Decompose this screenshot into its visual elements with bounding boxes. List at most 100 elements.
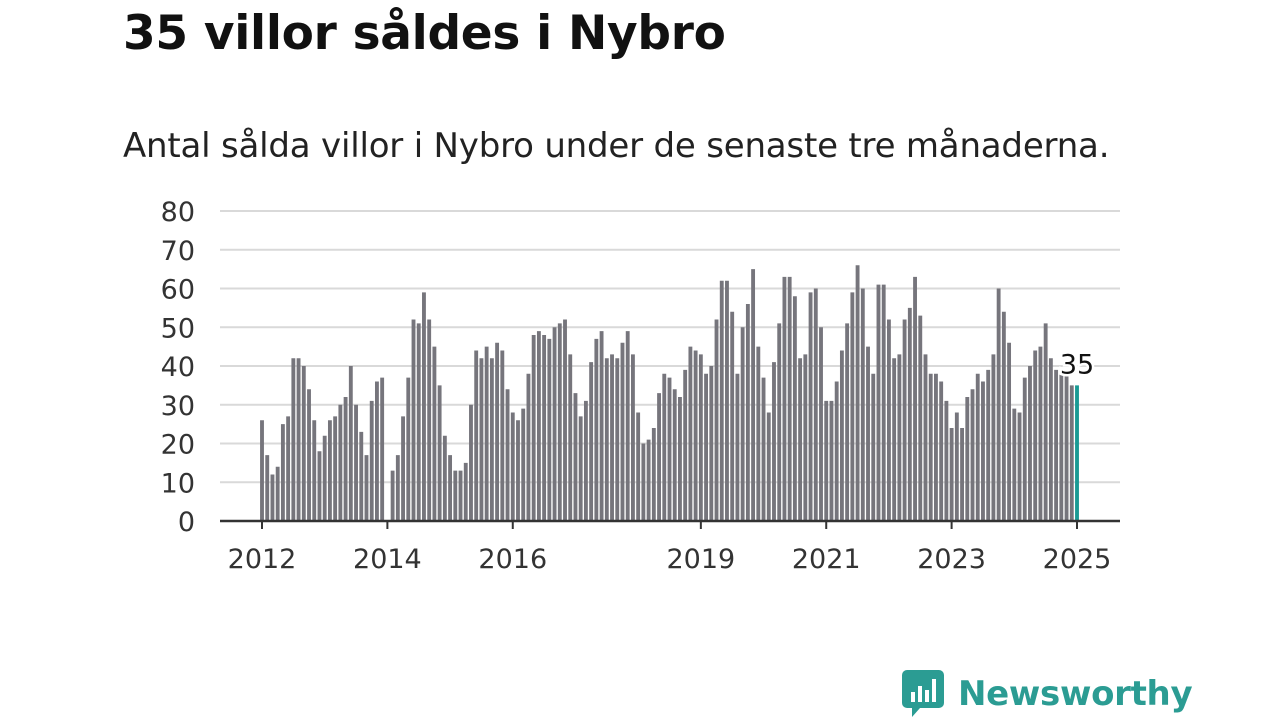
x-tick-label: 2023 bbox=[917, 544, 986, 575]
bar bbox=[954, 412, 959, 521]
bar bbox=[610, 354, 614, 521]
bar bbox=[913, 276, 917, 521]
bar bbox=[1007, 342, 1012, 521]
x-tick-label: 2025 bbox=[1043, 544, 1112, 575]
bar bbox=[1017, 412, 1022, 521]
bar bbox=[881, 284, 886, 521]
bar bbox=[1001, 311, 1006, 521]
bar bbox=[824, 400, 829, 521]
bar bbox=[458, 470, 463, 521]
bar bbox=[448, 455, 453, 521]
bar bbox=[928, 373, 933, 521]
bar bbox=[782, 276, 787, 521]
bar bbox=[505, 389, 510, 521]
bar bbox=[1043, 323, 1048, 521]
bar bbox=[798, 358, 803, 521]
bar bbox=[678, 397, 682, 521]
bar bbox=[845, 323, 850, 521]
bar bbox=[427, 319, 432, 521]
bar bbox=[301, 366, 306, 521]
bar bbox=[599, 331, 604, 521]
bar bbox=[965, 397, 970, 521]
y-tick-label: 30 bbox=[161, 391, 195, 422]
bar bbox=[390, 470, 395, 521]
bar bbox=[401, 416, 405, 521]
bar bbox=[1022, 377, 1027, 521]
bar bbox=[359, 431, 364, 521]
bar bbox=[850, 292, 855, 521]
bar bbox=[944, 400, 949, 521]
bar bbox=[651, 428, 656, 521]
bar bbox=[636, 412, 641, 521]
bar bbox=[620, 342, 625, 521]
bar bbox=[839, 350, 844, 521]
bar bbox=[714, 319, 719, 521]
y-tick-label: 70 bbox=[161, 236, 195, 267]
bar bbox=[484, 346, 489, 521]
y-tick-label: 0 bbox=[178, 507, 195, 538]
bar bbox=[719, 280, 724, 521]
y-tick-label: 60 bbox=[161, 275, 195, 306]
bar bbox=[918, 315, 923, 521]
bar bbox=[970, 389, 975, 521]
bar bbox=[369, 400, 374, 521]
bar bbox=[296, 358, 301, 521]
bar bbox=[453, 470, 458, 521]
bar bbox=[625, 331, 630, 521]
bar bbox=[354, 404, 358, 521]
bar bbox=[876, 284, 881, 521]
bar bbox=[557, 323, 562, 521]
bar bbox=[521, 408, 526, 521]
bar bbox=[630, 354, 635, 521]
bar bbox=[641, 443, 646, 521]
bar bbox=[813, 288, 818, 521]
bar bbox=[348, 366, 353, 521]
bar bbox=[740, 327, 745, 521]
bar bbox=[934, 373, 938, 521]
bar bbox=[829, 400, 834, 521]
bar bbox=[960, 428, 964, 521]
bar bbox=[725, 280, 729, 521]
newsworthy-brand: Newsworthy bbox=[902, 670, 1193, 718]
bar bbox=[897, 354, 902, 521]
bar bbox=[469, 404, 473, 521]
bar bbox=[526, 373, 531, 521]
bar bbox=[583, 400, 588, 521]
bar bbox=[552, 327, 557, 521]
bar bbox=[312, 420, 317, 521]
bar bbox=[902, 319, 907, 521]
bar bbox=[432, 346, 437, 521]
y-axis-ticks: 0 10 20 30 40 50 60 70 80 bbox=[161, 197, 195, 538]
bar bbox=[589, 362, 594, 521]
newsworthy-chart-bubble-icon bbox=[902, 670, 944, 717]
bar bbox=[1048, 358, 1053, 521]
bar bbox=[1012, 408, 1017, 521]
bar bbox=[1054, 369, 1059, 521]
highlight-value-label: 35 bbox=[1060, 349, 1094, 380]
bar bbox=[531, 335, 536, 521]
bar bbox=[542, 335, 547, 521]
bar bbox=[871, 373, 876, 521]
bar bbox=[380, 377, 385, 521]
bar bbox=[1038, 346, 1043, 521]
bar bbox=[547, 338, 552, 521]
highlight-bar bbox=[1075, 385, 1079, 521]
bar bbox=[395, 455, 400, 521]
bar bbox=[536, 331, 541, 521]
bar bbox=[662, 373, 667, 521]
bar bbox=[563, 319, 567, 521]
y-tick-label: 20 bbox=[161, 430, 195, 461]
bar bbox=[646, 439, 651, 521]
bar bbox=[411, 319, 416, 521]
bar bbox=[688, 346, 693, 521]
bar bbox=[495, 342, 500, 521]
chart-subtitle: Antal sålda villor i Nybro under de sena… bbox=[123, 126, 1110, 166]
bar bbox=[819, 327, 823, 521]
bar bbox=[730, 311, 735, 521]
bar bbox=[479, 358, 484, 521]
bar bbox=[761, 377, 766, 521]
bar bbox=[860, 288, 865, 521]
y-tick-label: 40 bbox=[161, 352, 195, 383]
bar bbox=[751, 269, 756, 521]
bar bbox=[991, 354, 996, 521]
